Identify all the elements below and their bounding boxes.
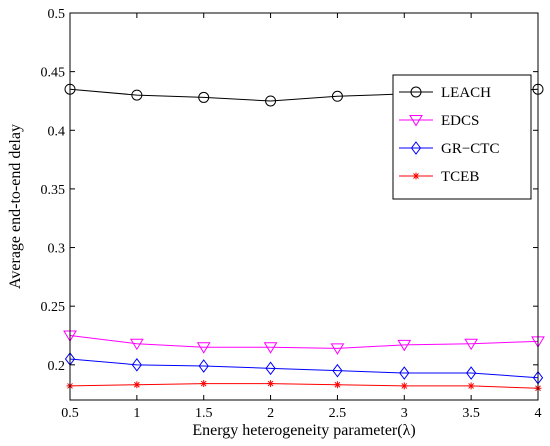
x-tick-label: 1.5 (195, 406, 213, 421)
legend-marker (412, 172, 420, 180)
legend-item-tceb: TCEB (399, 169, 479, 185)
y-tick-label: 0.25 (41, 300, 66, 315)
data-point-edcs (397, 339, 412, 352)
y-tick-label: 0.45 (41, 66, 66, 81)
legend: LEACH EDCS GR−CTC TCEB (392, 74, 532, 200)
data-point-gr-ctc (399, 366, 410, 380)
x-tick-label: 1 (133, 406, 140, 421)
y-tick-label: 0.2 (48, 359, 66, 374)
data-point-tceb (333, 381, 341, 389)
x-tick-label: 0.5 (61, 406, 79, 421)
y-tick-label: 0.4 (48, 124, 66, 139)
data-point-edcs (330, 343, 345, 355)
legend-label: LEACH (441, 85, 491, 101)
legend-marker (409, 115, 423, 127)
data-point-edcs (263, 342, 278, 354)
data-point-tceb (400, 382, 408, 390)
legend-marker (410, 141, 422, 155)
x-axis-label: Energy heterogeneity parameter(λ) (192, 422, 415, 439)
legend-item-edcs: EDCS (399, 113, 479, 129)
data-point-leach (198, 91, 210, 103)
data-point-gr-ctc (198, 359, 209, 373)
series-line-edcs (69, 335, 539, 349)
data-point-leach (265, 95, 277, 107)
legend-marker (410, 86, 422, 98)
data-point-tceb (267, 380, 275, 388)
data-point-edcs (129, 338, 144, 351)
data-point-tceb (133, 381, 141, 389)
data-point-tceb (200, 380, 208, 388)
series-gr-ctc (64, 352, 544, 385)
x-tick-label: 2 (267, 406, 274, 421)
data-point-gr-ctc (466, 366, 477, 380)
data-point-gr-ctc (332, 363, 343, 378)
y-axis-label: Average end-to-end delay (7, 124, 24, 289)
legend-item-leach: LEACH (399, 85, 491, 101)
legend-label: EDCS (441, 113, 479, 129)
y-tick-label: 0.5 (48, 7, 66, 22)
data-point-tceb (467, 382, 475, 390)
x-tick-label: 3.5 (462, 406, 480, 421)
series-line-gr-ctc (69, 358, 539, 379)
y-tick-label: 0.3 (48, 242, 66, 257)
data-point-edcs (464, 338, 479, 351)
y-tick-label: 0.35 (41, 183, 66, 198)
x-tick-label: 2.5 (329, 406, 347, 421)
data-point-leach (131, 89, 143, 101)
legend-label: TCEB (441, 169, 479, 185)
series-line-tceb (69, 383, 539, 389)
data-point-leach (331, 90, 343, 102)
ticks-layer: 0.5 1 1.5 2 2.5 3 3.5 4 0.2 0.25 0.3 0.35 0.4 0.45 0.5 (41, 7, 542, 421)
data-point-gr-ctc (265, 361, 276, 376)
legend-item-gr-ctc: GR−CTC (399, 141, 499, 157)
legend-label: GR−CTC (441, 141, 499, 157)
plot-frame (69, 12, 539, 401)
x-tick-label: 4 (535, 406, 542, 421)
data-point-gr-ctc (131, 357, 142, 372)
data-point-edcs (196, 342, 211, 354)
x-tick-label: 3 (401, 406, 408, 421)
